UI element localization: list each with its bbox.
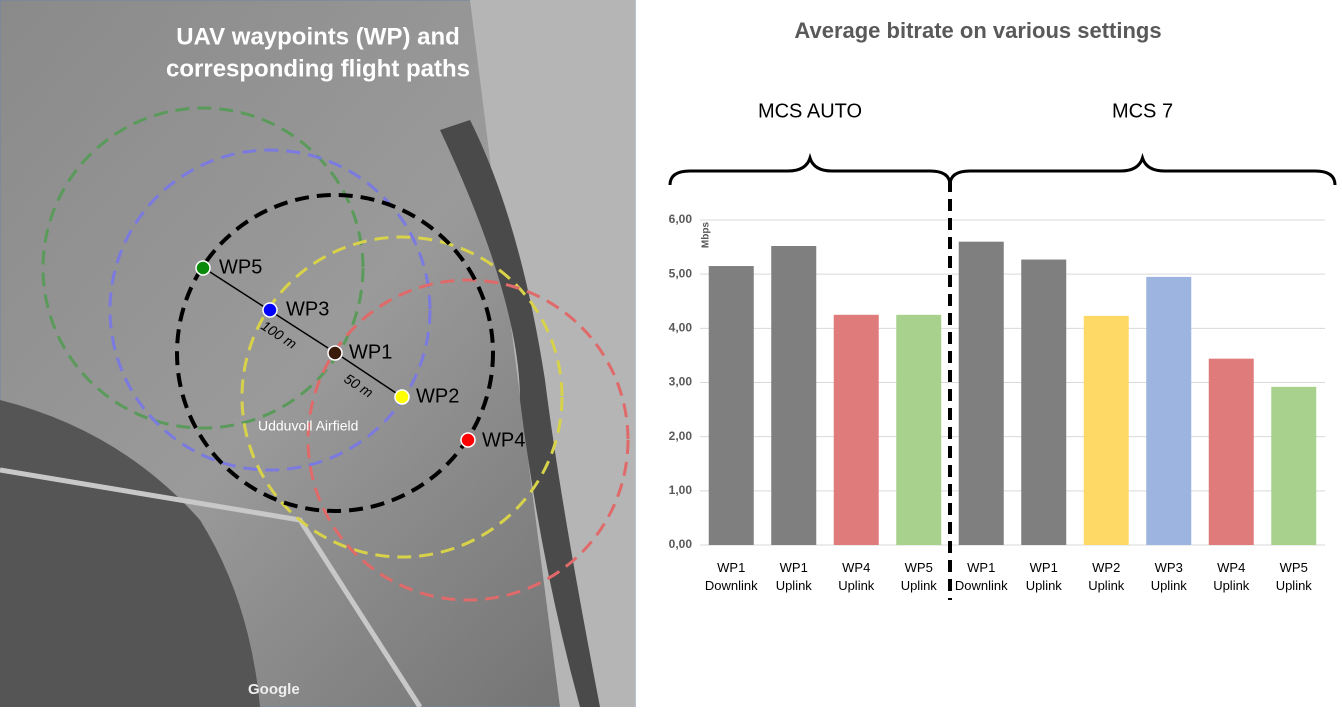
- map-panel: WP1 WP2 WP3 WP4 WP5 100 m 50 m Udduvoll …: [0, 0, 636, 709]
- field: [470, 0, 635, 707]
- map-title: corresponding flight paths: [166, 55, 470, 82]
- forest: [0, 400, 260, 707]
- waypoint-marker: [394, 389, 410, 405]
- path-circle: [175, 193, 495, 513]
- y-axis-label: Mbps: [701, 222, 712, 249]
- waypoint-marker: [195, 260, 211, 276]
- x-tick-label: WP1 Downlink: [705, 560, 758, 593]
- path-circle: [240, 235, 564, 559]
- bar: [1271, 386, 1317, 545]
- group-brace: [668, 152, 952, 186]
- waypoint-label: WP1: [349, 341, 392, 363]
- map-title: UAV waypoints (WP) and: [176, 23, 460, 50]
- x-tick-label: WP1 Uplink: [1026, 560, 1063, 593]
- y-tick-label: 4,00: [669, 321, 693, 335]
- y-tick-label: 2,00: [669, 429, 693, 443]
- bar: [833, 314, 879, 545]
- group-brace: [948, 152, 1337, 186]
- bar: [896, 314, 942, 545]
- bar: [1083, 315, 1129, 545]
- x-tick-label: WP5 Uplink: [1276, 560, 1313, 593]
- waypoint-labels: WP1 WP2 WP3 WP4 WP5: [219, 256, 525, 451]
- group-label: MCS 7: [1112, 100, 1173, 122]
- waypoint-label: WP3: [286, 298, 329, 320]
- forest: [440, 120, 600, 707]
- x-tick-label: WP2 Uplink: [1088, 560, 1125, 593]
- waypoint-label: WP2: [416, 385, 459, 407]
- attribution: Google: [248, 681, 300, 698]
- waypoint-marker: [262, 302, 278, 318]
- bar: [958, 241, 1004, 545]
- y-tick-label: 5,00: [669, 266, 693, 280]
- chart: Average bitrate on various settings Mbps…: [668, 18, 1337, 600]
- chart-title: Average bitrate on various settings: [794, 18, 1161, 43]
- waypoint-marker: [327, 345, 343, 361]
- bar: [1208, 358, 1254, 545]
- waypoint-marker: [460, 432, 476, 448]
- path-circle: [41, 106, 365, 430]
- waypoint-markers: [195, 260, 476, 448]
- path-circle: [306, 278, 630, 602]
- flight-paths: [41, 106, 630, 602]
- y-tick-label: 0,00: [669, 537, 693, 551]
- y-tick-label: 3,00: [669, 375, 693, 389]
- waypoint-label: WP5: [219, 256, 262, 278]
- bar: [1146, 276, 1192, 545]
- x-tick-label: WP4 Uplink: [1213, 560, 1250, 593]
- bar: [1021, 259, 1067, 545]
- x-tick-label: WP1 Uplink: [776, 560, 813, 593]
- y-tick-label: 6,00: [669, 212, 693, 226]
- x-tick-label: WP4 Uplink: [838, 560, 875, 593]
- place-label: Udduvoll Airfield: [258, 418, 358, 434]
- group-label: MCS AUTO: [758, 100, 862, 122]
- path-circle: [108, 148, 432, 472]
- x-tick-label: WP3 Uplink: [1151, 560, 1188, 593]
- bar: [771, 246, 817, 545]
- waypoint-label: WP4: [482, 429, 525, 451]
- arrow: [341, 356, 397, 394]
- bar: [708, 266, 754, 545]
- y-tick-label: 1,00: [669, 483, 693, 497]
- x-tick-label: WP5 Uplink: [901, 560, 938, 593]
- x-tick-label: WP1 Downlink: [955, 560, 1008, 593]
